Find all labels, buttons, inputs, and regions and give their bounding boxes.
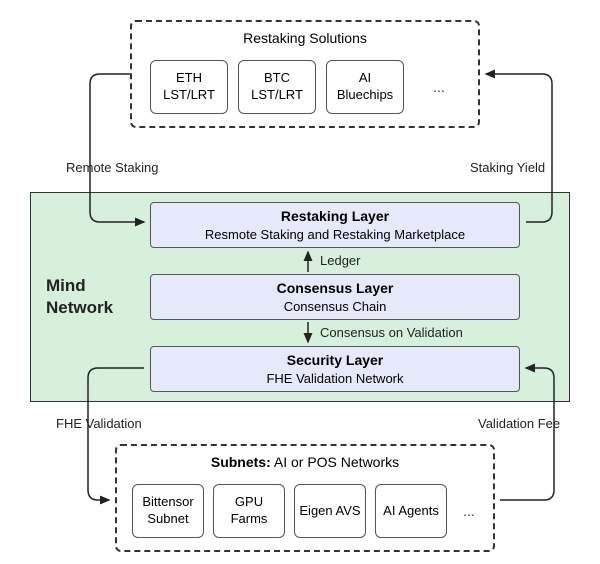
restaking-ellipsis: ... bbox=[414, 60, 464, 114]
security-layer-card: Security Layer FHE Validation Network bbox=[150, 346, 520, 392]
restaking-item-eth: ETH LST/LRT bbox=[150, 60, 228, 114]
subnets-title-prefix: Subnets: bbox=[211, 454, 271, 470]
restaking-layer-subtitle: Resmote Staking and Restaking Marketplac… bbox=[205, 226, 465, 244]
label-fhe-validation: FHE Validation bbox=[56, 416, 142, 431]
subnets-title: Subnets: AI or POS Networks bbox=[117, 454, 493, 470]
restaking-layer-title: Restaking Layer bbox=[281, 207, 389, 226]
security-layer-subtitle: FHE Validation Network bbox=[266, 370, 403, 388]
restaking-item-btc: BTC LST/LRT bbox=[238, 60, 316, 114]
security-layer-title: Security Layer bbox=[287, 351, 384, 370]
subnet-item-gpu: GPU Farms bbox=[213, 484, 285, 538]
restaking-layer-card: Restaking Layer Resmote Staking and Rest… bbox=[150, 202, 520, 248]
restaking-solutions-title: Restaking Solutions bbox=[132, 30, 478, 46]
label-staking-yield: Staking Yield bbox=[470, 160, 545, 175]
label-consensus-validation: Consensus on Validation bbox=[320, 325, 463, 340]
consensus-layer-title: Consensus Layer bbox=[277, 279, 394, 298]
subnet-item-aiagents: AI Agents bbox=[375, 484, 447, 538]
subnet-item-eigen: Eigen AVS bbox=[294, 484, 366, 538]
subnets-title-suffix: AI or POS Networks bbox=[271, 454, 399, 470]
subnets-ellipsis: ... bbox=[452, 484, 486, 538]
subnet-item-bittensor: Bittensor Subnet bbox=[132, 484, 204, 538]
label-validation-fee: Validation Fee bbox=[478, 416, 560, 431]
consensus-layer-card: Consensus Layer Consensus Chain bbox=[150, 274, 520, 320]
consensus-layer-subtitle: Consensus Chain bbox=[284, 298, 387, 316]
restaking-item-ai: AI Bluechips bbox=[326, 60, 404, 114]
label-remote-staking: Remote Staking bbox=[66, 160, 159, 175]
label-ledger: Ledger bbox=[320, 253, 360, 268]
mind-network-label: Mind Network bbox=[46, 275, 113, 319]
